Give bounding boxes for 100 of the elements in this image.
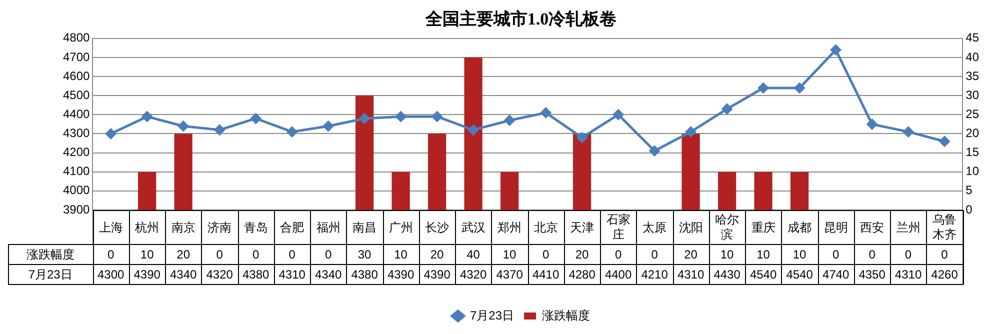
y-tick-label: 4000 (62, 183, 90, 198)
x-tick-label: 哈尔滨 (715, 212, 740, 242)
data-label: 20 (430, 247, 444, 262)
x-tick-label: 长沙 (425, 220, 450, 234)
text: 7月23日 (28, 267, 72, 282)
bar (682, 134, 700, 210)
point (214, 124, 225, 136)
data-label: 0 (216, 247, 224, 262)
data-label: 0 (542, 247, 550, 262)
x-tick-label: 南昌 (352, 220, 377, 234)
x-tick-label: 天津 (570, 220, 594, 234)
bar (572, 134, 592, 210)
data-label: 4400 (604, 267, 632, 282)
data-label: 0 (904, 247, 912, 262)
y2-tick-label: 35 (966, 68, 980, 83)
bar (754, 172, 772, 210)
data-label: 10 (720, 247, 734, 262)
bar (392, 172, 410, 210)
point (106, 128, 116, 139)
data-label: 4260 (931, 267, 958, 282)
x-tick-label: 兰州 (896, 220, 920, 234)
y2-tick-label: 5 (966, 183, 973, 198)
point (939, 136, 950, 147)
point (504, 115, 515, 126)
point (286, 126, 298, 138)
bar (500, 172, 519, 210)
point (758, 82, 769, 94)
y2-tick-label: 40 (966, 50, 980, 64)
data-label: 4430 (714, 267, 741, 282)
point (830, 44, 842, 56)
data-label: 4210 (641, 267, 668, 282)
data-label: 0 (868, 247, 876, 262)
point (686, 126, 696, 138)
data-label: 4280 (568, 267, 596, 282)
x-tick-label: 沈阳 (678, 220, 703, 234)
data-label: 30 (358, 247, 372, 262)
y-tick-label: 4500 (62, 88, 90, 102)
data-label: 0 (832, 247, 840, 262)
x-tick-label: 郑州 (498, 220, 522, 234)
data-label: 4310 (894, 267, 922, 282)
y-tick-label: 4700 (62, 50, 90, 64)
x-tick-label: 杭州 (134, 220, 160, 234)
x-tick-label: 武汉 (461, 220, 486, 234)
point (903, 126, 914, 138)
point (866, 118, 878, 130)
data-label: 4540 (786, 267, 814, 282)
point (540, 108, 552, 118)
data-label: 4300 (97, 267, 124, 282)
bar (428, 134, 446, 210)
y2-tick-label: 45 (966, 30, 980, 45)
data-label: 10 (792, 247, 807, 262)
data-label: 20 (176, 247, 190, 262)
text: 涨跌幅度 (26, 247, 74, 262)
x-tick-label: 成都 (788, 220, 812, 234)
y2-tick-label: 0 (966, 202, 973, 216)
data-label: 0 (324, 247, 332, 262)
data-label: 0 (252, 247, 260, 262)
x-tick-label: 重庆 (751, 220, 776, 234)
y-tick-label: 4600 (62, 68, 90, 83)
data-label: 0 (651, 247, 658, 262)
x-tick-label: 南京 (171, 220, 196, 234)
point (649, 146, 660, 156)
point (794, 82, 805, 94)
y2-tick-label: 30 (966, 88, 980, 102)
y-tick-label: 4300 (62, 126, 90, 140)
data-label: 4350 (858, 267, 886, 282)
data-label: 0 (107, 247, 114, 262)
x-tick-label: 太原 (642, 220, 667, 234)
y-tick-label: 4400 (62, 106, 90, 121)
bar (138, 172, 156, 210)
data-label: 4380 (242, 267, 270, 282)
data-label: 4410 (532, 267, 560, 282)
point (432, 111, 442, 122)
x-tick-label: 石家庄 (606, 212, 630, 242)
data-label: 4320 (206, 267, 234, 282)
data-label: 4540 (750, 267, 777, 282)
data-label: 0 (941, 247, 948, 262)
data-label: 10 (140, 247, 154, 262)
y-tick-label: 4800 (62, 30, 90, 45)
bar (355, 96, 374, 210)
legend-label: 7月23日 (470, 308, 514, 322)
point (250, 113, 262, 124)
data-label: 0 (288, 247, 296, 262)
point (323, 120, 334, 132)
data-label: 20 (575, 247, 590, 262)
data-label: 4390 (134, 267, 161, 282)
y-tick-label: 4200 (62, 145, 90, 160)
y2-tick-label: 25 (966, 106, 980, 121)
legend-label: 涨跌幅度 (542, 308, 590, 322)
data-label: 20 (684, 247, 698, 262)
point (396, 111, 406, 122)
chart-title: 全国主要城市1.0冷轧板卷 (424, 10, 617, 29)
x-tick-label: 青岛 (244, 220, 268, 234)
data-label: 10 (502, 247, 517, 262)
point (722, 104, 732, 114)
data-label: 4310 (677, 267, 704, 282)
y2-tick-label: 10 (966, 164, 980, 178)
data-label: 4740 (822, 267, 850, 282)
x-tick-label: 广州 (388, 220, 413, 234)
data-label: 10 (756, 247, 770, 262)
